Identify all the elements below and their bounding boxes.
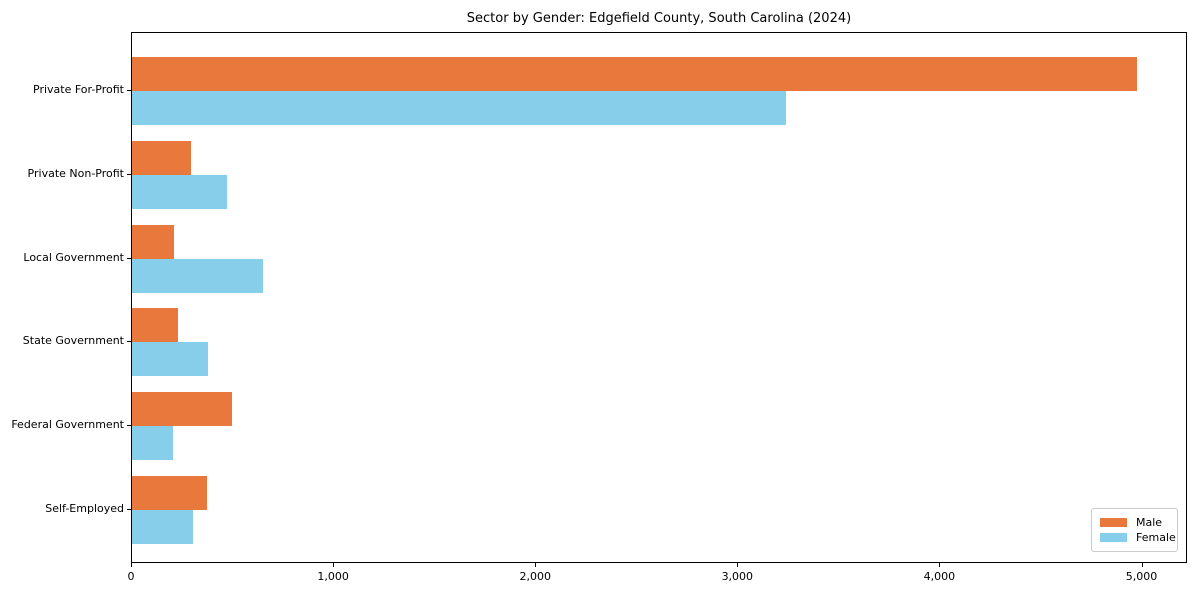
- bar-female-state-government: [132, 342, 208, 377]
- y-tick-mark: [127, 257, 131, 259]
- y-tick-mark: [127, 173, 131, 175]
- bar-male-federal-government: [132, 392, 232, 426]
- bar-male-private-non-profit: [132, 140, 191, 175]
- bar-female-local-government: [132, 258, 263, 293]
- legend-entry-female: Female: [1100, 530, 1177, 545]
- y-tick-mark: [127, 425, 131, 426]
- x-tick-label: 5,000: [1125, 570, 1158, 583]
- bar-female-private-for-profit: [132, 91, 786, 125]
- y-tick-mark: [127, 341, 131, 343]
- y-tick-label: State Government: [22, 334, 124, 348]
- y-tick-mark: [127, 90, 131, 91]
- legend-entry-male: Male: [1100, 515, 1177, 530]
- bar-male-self-employed: [132, 475, 207, 510]
- legend: Male Female: [1091, 508, 1178, 552]
- bar-female-private-non-profit: [132, 174, 227, 209]
- bar-male-private-for-profit: [132, 57, 1137, 91]
- legend-swatch-female: [1100, 533, 1127, 542]
- x-tick-mark: [535, 563, 537, 567]
- bar-female-self-employed: [132, 509, 193, 544]
- bar-male-state-government: [132, 308, 178, 343]
- x-tick-mark: [737, 563, 739, 567]
- chart-title: Sector by Gender: Edgefield County, Sout…: [466, 11, 852, 26]
- y-tick-label: Local Government: [23, 250, 124, 264]
- legend-label-male: Male: [1136, 516, 1163, 529]
- plot-area: [131, 32, 1187, 563]
- y-tick-label: Federal Government: [11, 418, 124, 431]
- legend-swatch-male: [1100, 518, 1127, 527]
- y-tick-label: Private For-Profit: [33, 83, 124, 96]
- x-tick-label: 4,000: [923, 570, 956, 583]
- x-tick-label: 2,000: [519, 570, 551, 583]
- y-tick-mark: [127, 508, 131, 510]
- x-tick-label: 3,000: [721, 570, 754, 583]
- y-tick-label: Private Non-Profit: [27, 166, 124, 180]
- x-tick-mark: [131, 563, 132, 567]
- x-tick-mark: [1141, 563, 1143, 567]
- y-tick-label: Self-Employed: [45, 501, 124, 515]
- x-tick-mark: [333, 563, 335, 567]
- x-tick-label: 1,000: [317, 570, 349, 583]
- bar-male-local-government: [132, 224, 174, 259]
- x-tick-mark: [939, 563, 941, 567]
- x-tick-label: 0: [127, 570, 135, 583]
- legend-label-female: Female: [1136, 531, 1176, 544]
- bar-female-federal-government: [132, 426, 173, 460]
